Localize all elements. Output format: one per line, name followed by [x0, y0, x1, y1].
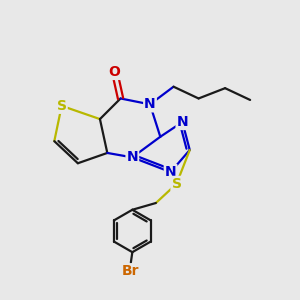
Text: N: N: [144, 98, 156, 111]
Text: N: N: [177, 115, 188, 129]
Text: Br: Br: [122, 264, 140, 278]
Text: S: S: [57, 99, 67, 113]
Text: N: N: [165, 165, 176, 179]
Text: O: O: [109, 65, 121, 79]
Text: S: S: [172, 177, 182, 191]
Text: N: N: [127, 150, 138, 164]
